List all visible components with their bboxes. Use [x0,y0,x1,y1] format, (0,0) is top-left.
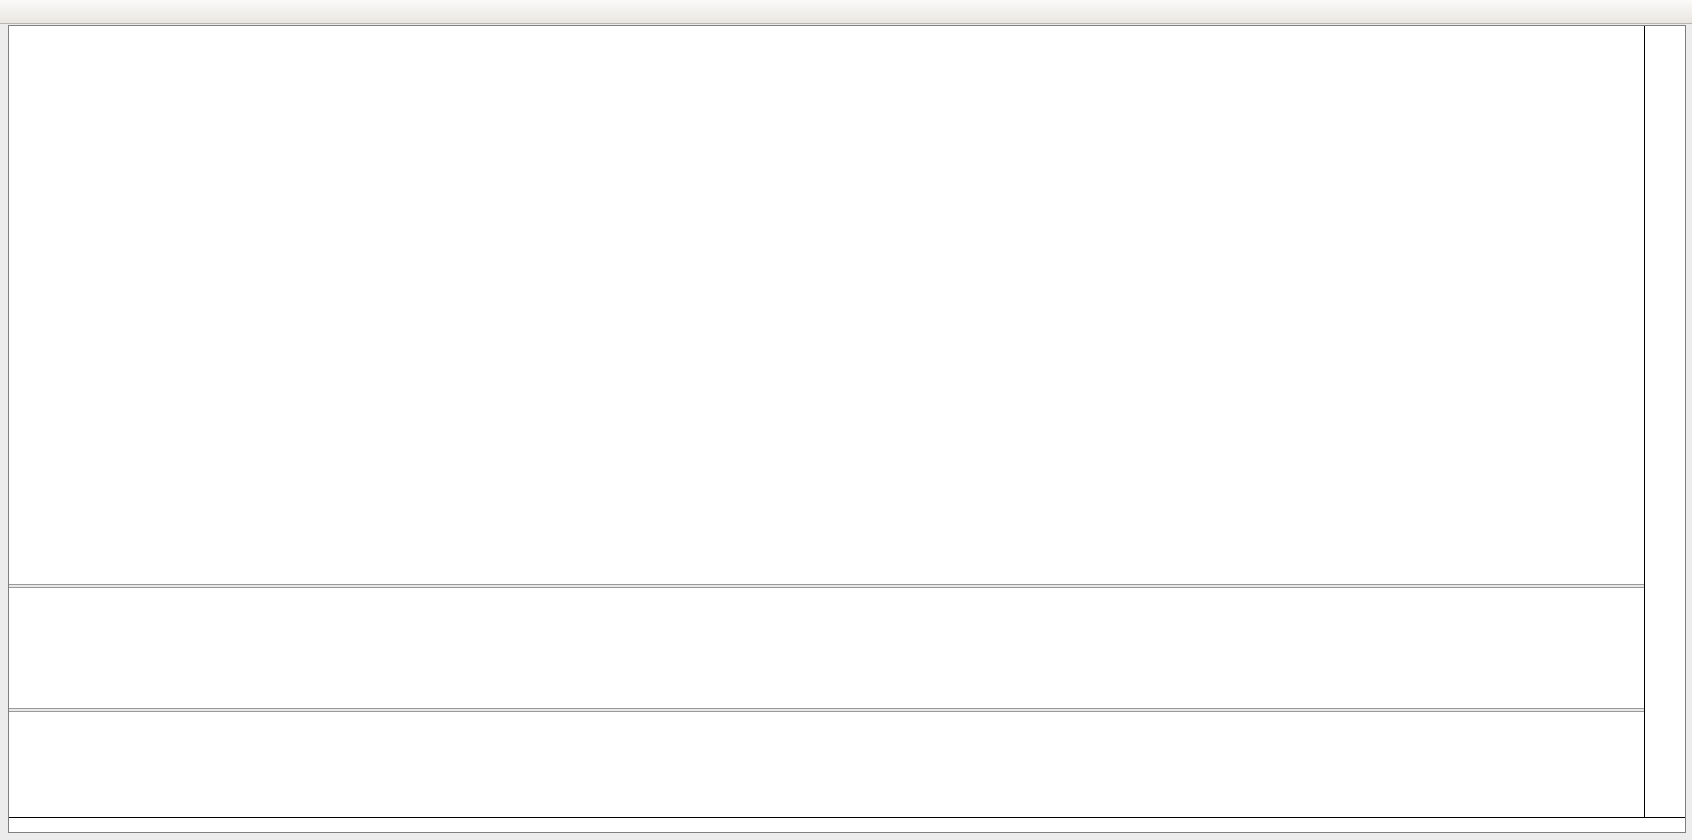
main-chart-panel[interactable] [9,26,1685,584]
rsi-label [14,714,24,726]
macd-label [14,590,24,602]
chart-window[interactable] [8,25,1686,833]
panel-splitter[interactable] [9,708,1685,712]
candlestick-chart[interactable] [9,26,1644,584]
toolbar [0,0,1692,24]
time-axis[interactable] [9,817,1685,832]
rsi-chart[interactable] [9,712,1644,817]
rsi-panel[interactable] [9,712,1685,817]
panel-splitter[interactable] [9,584,1685,588]
macd-panel[interactable] [9,588,1685,708]
macd-chart[interactable] [9,588,1644,708]
price-axis[interactable] [1644,26,1685,817]
